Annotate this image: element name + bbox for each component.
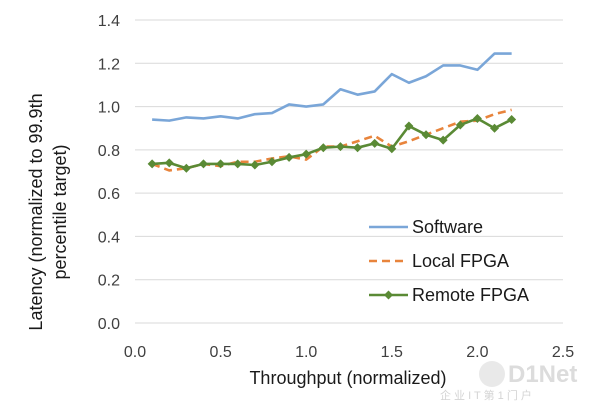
y-axis-label: Latency (normalized to 99.9th percentile…: [26, 93, 70, 330]
y-tick-label: 0.0: [98, 316, 120, 333]
y-axis-label-line-1: Latency (normalized to 99.9th: [26, 93, 46, 330]
x-tick-label: 0.0: [124, 344, 146, 361]
remote-fpga-point: [438, 135, 448, 145]
legend: Software Local FPGA Remote FPGA: [369, 217, 529, 305]
remote-fpga-point: [147, 159, 157, 169]
remote-fpga-point: [472, 113, 482, 123]
y-tick-label: 0.8: [98, 143, 120, 160]
watermark-globe-icon: [479, 361, 505, 387]
remote-fpga-point: [387, 144, 397, 154]
remote-fpga-point: [421, 130, 431, 140]
remote-fpga-point: [455, 120, 465, 130]
remote-fpga-point: [353, 143, 363, 153]
remote-fpga-point: [267, 157, 277, 167]
y-tick-label: 1.0: [98, 100, 120, 117]
remote-fpga-point: [507, 115, 517, 125]
x-tick-label: 2.0: [466, 344, 488, 361]
x-axis-ticks: 0.0 0.5 1.0 1.5 2.0 2.5: [124, 344, 574, 361]
legend-label-software: Software: [412, 217, 483, 237]
watermark-brand: D1Net: [508, 361, 577, 388]
y-tick-label: 0.4: [98, 229, 120, 246]
remote-fpga-point: [284, 152, 294, 162]
y-tick-label: 0.2: [98, 273, 120, 290]
software-series-line: [152, 52, 512, 122]
series-lines: [147, 52, 517, 173]
y-tick-label: 0.6: [98, 186, 120, 203]
remote-fpga-point: [233, 159, 243, 169]
grid-lines: [135, 19, 563, 324]
y-axis-ticks: 0.0 0.2 0.4 0.6 0.8 1.0 1.2 1.4: [98, 13, 120, 333]
remote-fpga-point: [490, 123, 500, 133]
x-tick-label: 1.5: [381, 344, 403, 361]
remote-fpga-point: [404, 121, 414, 131]
y-tick-label: 1.4: [98, 13, 120, 30]
y-tick-label: 1.2: [98, 56, 120, 73]
remote-fpga-point: [164, 158, 174, 168]
remote-fpga-point: [318, 143, 328, 153]
remote-fpga-point: [181, 163, 191, 173]
remote-fpga-point: [250, 160, 260, 170]
x-tick-label: 1.0: [295, 344, 317, 361]
y-axis-label-line-2: percentile target): [50, 144, 70, 279]
remote-fpga-point: [335, 142, 345, 152]
legend-marker-remote-fpga: [384, 290, 393, 300]
remote-fpga-point: [216, 159, 226, 169]
legend-label-local-fpga: Local FPGA: [412, 251, 509, 271]
remote-fpga-point: [198, 159, 208, 169]
remote-fpga-point: [301, 149, 311, 159]
legend-label-remote-fpga: Remote FPGA: [412, 285, 529, 305]
x-axis-label: Throughput (normalized): [249, 368, 446, 388]
x-tick-label: 2.5: [552, 344, 574, 361]
d1net-watermark: D1Net 企 业 I T 第 1 门 户: [440, 361, 577, 402]
remote-fpga-point: [370, 138, 380, 148]
remote-fpga-series-line: [152, 117, 513, 170]
watermark-subtext: 企 业 I T 第 1 门 户: [440, 388, 532, 402]
x-tick-label: 0.5: [209, 344, 231, 361]
